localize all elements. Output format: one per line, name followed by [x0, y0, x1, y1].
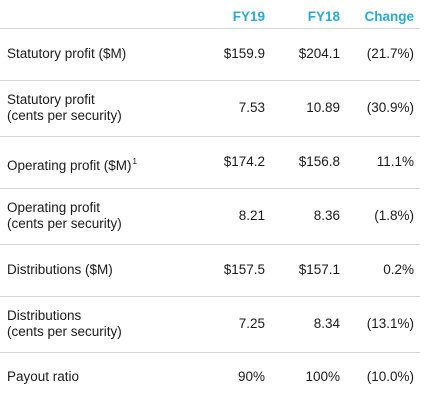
row-label-line: Statutory profit ($M)	[7, 46, 127, 61]
cell-fy18: $204.1	[298, 46, 340, 61]
column-header-fy18: FY18	[307, 9, 340, 24]
row-label: Operating profit ($M)1	[7, 154, 137, 174]
column-header-fy19: FY19	[232, 9, 265, 24]
cell-fy18: 100%	[305, 369, 340, 384]
cell-fy19: 8.21	[238, 208, 265, 223]
row-label: Payout ratio	[7, 369, 79, 385]
cell-change: (1.8%)	[374, 208, 414, 223]
table-row-operating-profit-cents: Operating profit (cents per security) 8.…	[0, 188, 420, 244]
row-label: Statutory profit (cents per security)	[7, 92, 122, 124]
table-header: FY19 FY18 Change	[0, 0, 420, 28]
row-label-line: Distributions	[7, 308, 82, 323]
row-label-line: Distributions ($M)	[7, 262, 113, 277]
table-row-distributions-m: Distributions ($M) $157.5 $157.1 0.2%	[0, 244, 420, 296]
row-label: Distributions (cents per security)	[7, 308, 122, 340]
footnote-marker: 1	[132, 157, 137, 166]
table-row-distributions-cents: Distributions (cents per security) 7.25 …	[0, 296, 420, 352]
table-row-payout-ratio: Payout ratio 90% 100% (10.0%)	[0, 352, 420, 398]
cell-change: (30.9%)	[366, 100, 414, 115]
cell-fy18: $156.8	[298, 154, 340, 169]
cell-fy18: $157.1	[298, 262, 340, 277]
cell-fy19: $157.5	[223, 262, 265, 277]
cell-fy19: 7.53	[238, 100, 265, 115]
cell-change: (13.1%)	[366, 316, 414, 331]
row-label-line: Statutory profit	[7, 92, 95, 107]
cell-fy18: 8.36	[313, 208, 340, 223]
cell-fy18: 10.89	[306, 100, 340, 115]
cell-fy18: 8.34	[313, 316, 340, 331]
row-label: Distributions ($M)	[7, 262, 113, 278]
cell-change: 0.2%	[383, 262, 414, 277]
row-label: Statutory profit ($M)	[7, 46, 126, 62]
row-label-line-2: (cents per security)	[7, 324, 122, 339]
table-row-statutory-profit-m: Statutory profit ($M) $159.9 $204.1 (21.…	[0, 28, 420, 80]
row-label-line: Operating profit	[7, 200, 101, 215]
row-label-line: Operating profit ($M)1	[7, 154, 137, 174]
row-label-line-2: (cents per security)	[7, 216, 122, 231]
cell-change: (21.7%)	[366, 46, 414, 61]
cell-fy19: $159.9	[223, 46, 265, 61]
row-label-line: Payout ratio	[7, 369, 80, 384]
column-header-change: Change	[364, 9, 414, 24]
row-label-line-2: (cents per security)	[7, 108, 122, 123]
cell-change: (10.0%)	[366, 369, 414, 384]
cell-fy19: 7.25	[238, 316, 265, 331]
table-row-statutory-profit-cents: Statutory profit (cents per security) 7.…	[0, 80, 420, 136]
cell-change: 11.1%	[376, 154, 414, 169]
cell-fy19: $174.2	[223, 154, 265, 169]
row-label-text: Operating profit ($M)	[7, 158, 132, 173]
row-label: Operating profit (cents per security)	[7, 200, 122, 232]
table-row-operating-profit-m: Operating profit ($M)1 $174.2 $156.8 11.…	[0, 136, 420, 188]
cell-fy19: 90%	[237, 369, 265, 384]
